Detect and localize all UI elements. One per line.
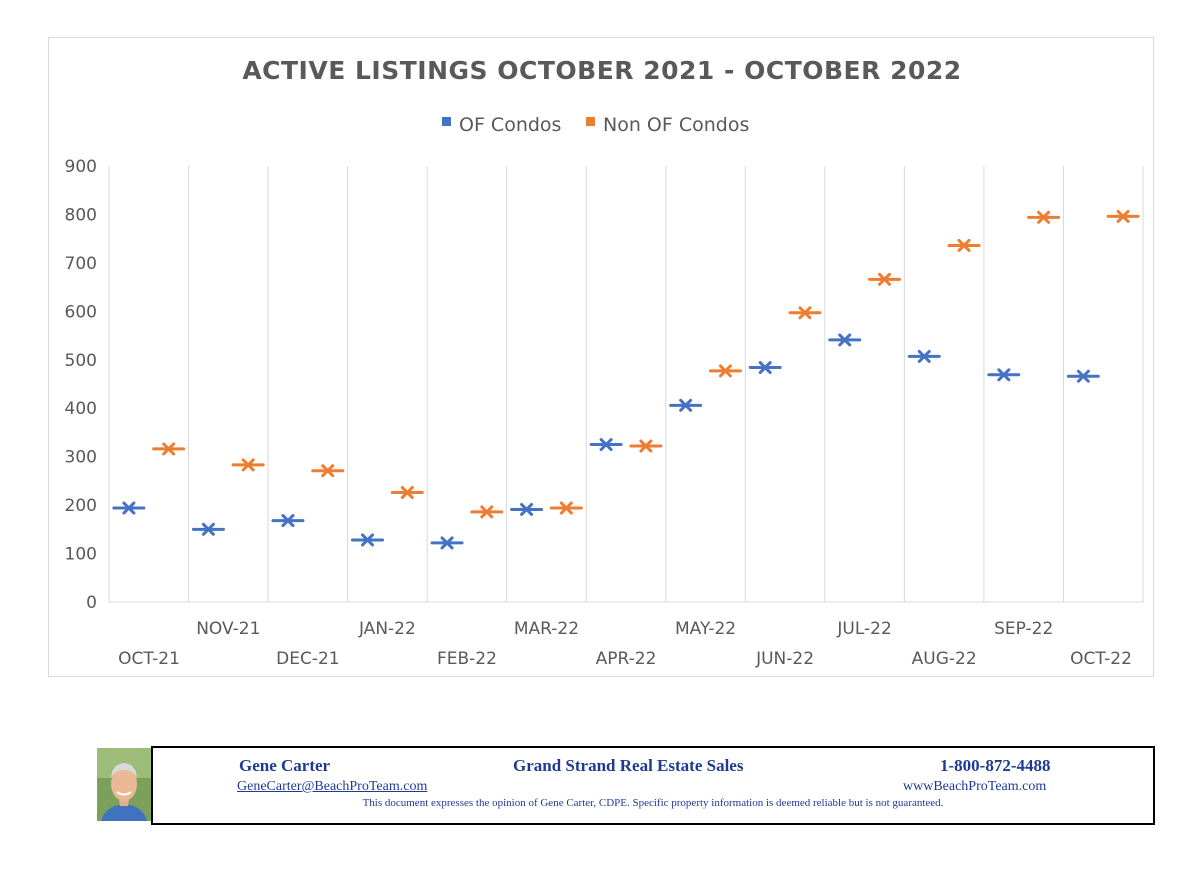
x-tick-label: APR-22 [596, 649, 657, 669]
agent-photo [97, 748, 151, 821]
legend-label-of-condos: OF Condos [459, 114, 561, 136]
x-tick-label: DEC-21 [276, 649, 339, 669]
x-tick-label: OCT-22 [1070, 649, 1132, 669]
y-tick-label: 600 [65, 302, 97, 322]
marker-of-condos [589, 438, 623, 452]
y-tick-label: 200 [65, 496, 97, 516]
marker-non-of-condos [470, 505, 504, 519]
marker-of-condos [510, 502, 544, 516]
x-tick-label: JUN-22 [755, 649, 814, 669]
marker-non-of-condos [868, 272, 901, 286]
marker-non-of-condos [947, 238, 981, 252]
marker-of-condos [828, 333, 862, 347]
company-name: Grand Strand Real Estate Sales [513, 756, 744, 775]
marker-non-of-condos [1027, 210, 1061, 224]
legend: OF Condos Non OF Condos [442, 114, 749, 136]
y-tick-label: 300 [65, 448, 97, 468]
y-tick-label: 0 [86, 593, 97, 613]
y-tick-label: 700 [65, 254, 97, 274]
x-tick-label: NOV-21 [196, 619, 260, 639]
marker-non-of-condos [708, 364, 742, 378]
legend-swatch-of-condos [442, 117, 451, 126]
marker-non-of-condos [788, 306, 822, 320]
legend-label-non-of-condos: Non OF Condos [603, 114, 749, 136]
marker-of-condos [907, 349, 941, 363]
contact-footer: Gene Carter Grand Strand Real Estate Sal… [151, 746, 1155, 825]
marker-of-condos [987, 368, 1021, 382]
chart-container: ACTIVE LISTINGS OCTOBER 2021 - OCTOBER 2… [48, 37, 1154, 677]
phone-number: 1-800-872-4488 [940, 756, 1051, 775]
email-link[interactable]: GeneCarter@BeachProTeam.com [237, 779, 428, 794]
marker-of-condos [191, 522, 225, 536]
agent-portrait-image [97, 748, 151, 821]
marker-of-condos [430, 536, 464, 550]
x-tick-label: SEP-22 [994, 619, 1053, 639]
x-tick-label: AUG-22 [912, 649, 977, 669]
chart-title: ACTIVE LISTINGS OCTOBER 2021 - OCTOBER 2… [242, 56, 961, 85]
x-tick-label: OCT-21 [118, 649, 180, 669]
x-tick-label: JAN-22 [358, 619, 416, 639]
marker-non-of-condos [549, 501, 583, 515]
x-tick-label: FEB-22 [437, 649, 497, 669]
marker-non-of-condos [1106, 209, 1140, 223]
grid-lines [108, 166, 1144, 603]
marker-non-of-condos [231, 458, 265, 472]
marker-of-condos [669, 398, 703, 412]
marker-non-of-condos [311, 464, 345, 478]
marker-of-condos [271, 514, 305, 528]
x-axis-ticks: OCT-21 NOV-21 DEC-21 JAN-22 FEB-22 MAR-22 APR-… [118, 619, 1132, 669]
y-tick-label: 400 [65, 399, 97, 419]
marker-of-condos [351, 533, 384, 547]
x-tick-label: JUL-22 [836, 619, 891, 639]
disclaimer-text: This document expresses the opinion of G… [362, 797, 944, 809]
x-tick-label: MAR-22 [514, 619, 579, 639]
marker-non-of-condos [390, 486, 424, 500]
x-tick-label: MAY-22 [675, 619, 736, 639]
marker-non-of-condos [629, 439, 663, 453]
marker-of-condos [112, 501, 146, 515]
y-tick-label: 800 [65, 205, 97, 225]
website-text: wwwBeachProTeam.com [903, 779, 1047, 794]
marker-non-of-condos [152, 442, 186, 456]
agent-name: Gene Carter [239, 756, 331, 775]
active-listings-chart: ACTIVE LISTINGS OCTOBER 2021 - OCTOBER 2… [65, 56, 1144, 669]
marker-of-condos [748, 361, 782, 375]
y-tick-label: 100 [65, 545, 97, 565]
legend-swatch-non-of-condos [586, 117, 595, 126]
y-tick-label: 900 [65, 157, 97, 177]
y-axis-ticks: 0 100 200 300 400 500 600 700 800 900 [65, 157, 97, 613]
marker-of-condos [1066, 369, 1100, 383]
data-markers [112, 209, 1140, 550]
y-tick-label: 500 [65, 351, 97, 371]
